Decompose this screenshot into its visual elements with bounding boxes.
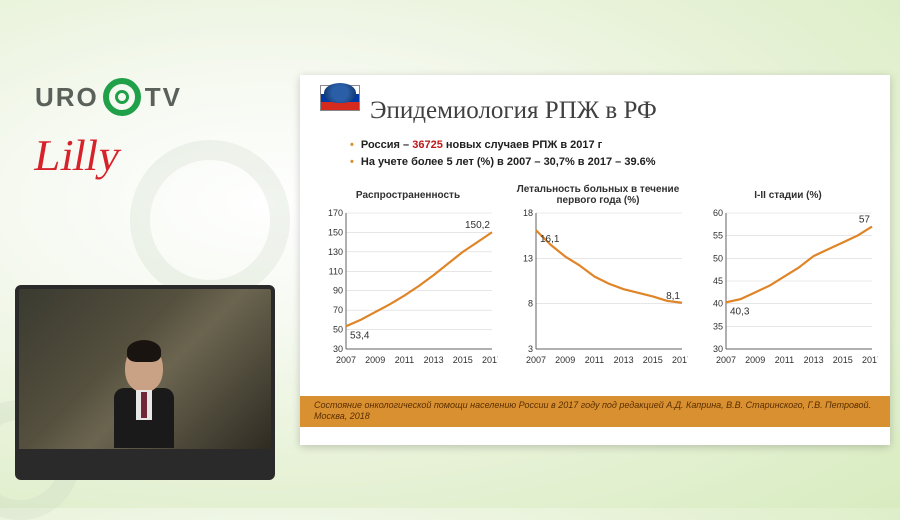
svg-text:45: 45 xyxy=(713,276,723,286)
svg-text:40: 40 xyxy=(713,299,723,309)
slide-bullets: • Россия – 36725 новых случаев РПЖ в 201… xyxy=(350,137,656,170)
svg-text:30: 30 xyxy=(713,344,723,354)
video-frame xyxy=(19,289,271,449)
presentation-slide: Эпидемиология РПЖ в РФ • Россия – 36725 … xyxy=(300,75,890,445)
svg-text:53,4: 53,4 xyxy=(350,330,370,341)
svg-text:8,1: 8,1 xyxy=(666,291,680,302)
svg-text:150: 150 xyxy=(328,227,343,237)
svg-text:2015: 2015 xyxy=(453,355,473,365)
uro-tv-logo: URO TV xyxy=(35,78,182,116)
svg-text:8: 8 xyxy=(528,299,533,309)
chart-lethality: Летальность больных в течение первого го… xyxy=(508,183,688,367)
svg-text:50: 50 xyxy=(713,253,723,263)
chart-svg-3: 30 35 40 45 50 55 60 2007 2009 2011 2013 2015 2017 40… xyxy=(698,207,878,367)
svg-text:2013: 2013 xyxy=(424,355,444,365)
svg-text:2009: 2009 xyxy=(555,355,575,365)
bullet-1: • Россия – 36725 новых случаев РПЖ в 201… xyxy=(350,137,656,154)
svg-text:2013: 2013 xyxy=(804,355,824,365)
svg-text:60: 60 xyxy=(713,208,723,218)
svg-text:3: 3 xyxy=(528,344,533,354)
chart-title-2: Летальность больных в течение первого го… xyxy=(508,183,688,207)
svg-text:2009: 2009 xyxy=(365,355,385,365)
svg-text:2007: 2007 xyxy=(526,355,546,365)
svg-text:55: 55 xyxy=(713,231,723,241)
chart-svg-2: 3 8 13 18 2007 2009 2011 2013 2015 2017 16,1 8,1 xyxy=(508,207,688,367)
svg-text:18: 18 xyxy=(523,208,533,218)
institute-logo xyxy=(320,85,360,115)
svg-text:16,1: 16,1 xyxy=(540,234,560,245)
svg-text:2015: 2015 xyxy=(643,355,663,365)
svg-text:13: 13 xyxy=(523,253,533,263)
svg-text:70: 70 xyxy=(333,305,343,315)
uro-text-left: URO xyxy=(35,82,99,113)
svg-text:2017: 2017 xyxy=(482,355,498,365)
svg-text:40,3: 40,3 xyxy=(730,306,750,317)
uro-text-right: TV xyxy=(145,82,182,113)
svg-text:2007: 2007 xyxy=(336,355,356,365)
svg-text:57: 57 xyxy=(859,215,871,226)
charts-row: Распространенность 30 50 70 90 110 130 150 170 2… xyxy=(318,183,872,367)
svg-text:30: 30 xyxy=(333,344,343,354)
svg-text:170: 170 xyxy=(328,208,343,218)
chart-title-3: I-II стадии (%) xyxy=(698,183,878,207)
svg-text:2011: 2011 xyxy=(585,355,604,365)
svg-text:35: 35 xyxy=(713,321,723,331)
decor-reel-1 xyxy=(130,140,290,300)
svg-text:2017: 2017 xyxy=(862,355,878,365)
chart-title-1: Распространенность xyxy=(318,183,498,207)
slide-citation: Состояние онкологической помощи населени… xyxy=(300,396,890,427)
svg-text:2007: 2007 xyxy=(716,355,736,365)
svg-text:150,2: 150,2 xyxy=(465,220,490,231)
svg-text:90: 90 xyxy=(333,286,343,296)
svg-text:2013: 2013 xyxy=(614,355,634,365)
svg-text:50: 50 xyxy=(333,325,343,335)
svg-text:2017: 2017 xyxy=(672,355,688,365)
bullet-2: • На учете более 5 лет (%) в 2007 – 30,7… xyxy=(350,154,656,171)
chart-svg-1: 30 50 70 90 110 130 150 170 2007 2009 2011 2013 2015… xyxy=(318,207,498,367)
lilly-logo: Lilly xyxy=(31,130,126,181)
video-monitor[interactable] xyxy=(15,285,275,480)
chart-stages: I-II стадии (%) 30 35 40 45 50 55 60 2007 2009 20… xyxy=(698,183,878,367)
svg-text:2011: 2011 xyxy=(775,355,794,365)
svg-text:110: 110 xyxy=(329,266,343,276)
svg-text:2011: 2011 xyxy=(395,355,414,365)
speaker-silhouette xyxy=(114,344,174,449)
uro-ring-icon xyxy=(103,78,141,116)
svg-text:130: 130 xyxy=(328,247,343,257)
slide-title: Эпидемиология РПЖ в РФ xyxy=(370,97,657,125)
chart-prevalence: Распространенность 30 50 70 90 110 130 150 170 2… xyxy=(318,183,498,367)
svg-text:2009: 2009 xyxy=(745,355,765,365)
svg-text:2015: 2015 xyxy=(833,355,853,365)
